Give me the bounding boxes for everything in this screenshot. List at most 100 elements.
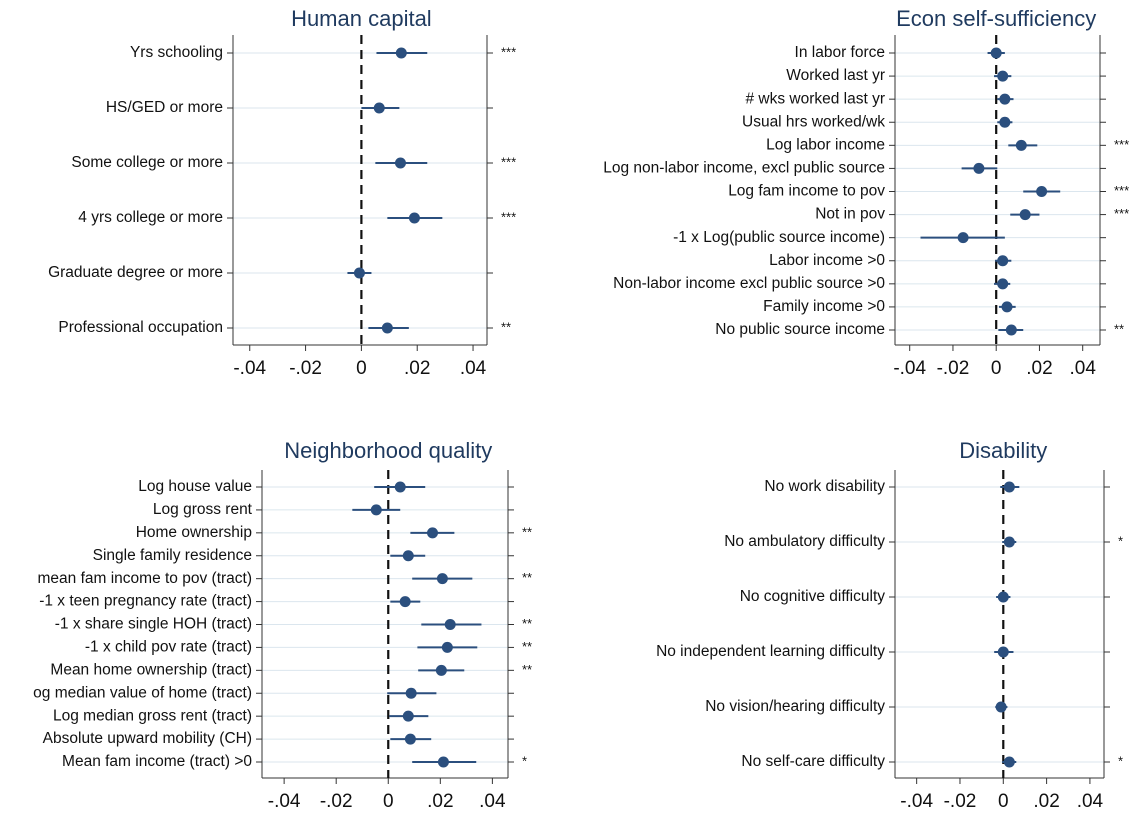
point-estimate [402,710,414,722]
category-label: Family income >0 [763,298,885,315]
point-estimate [999,93,1011,105]
point-estimate [997,591,1009,603]
category-label: Single family residence [93,547,252,564]
x-tick-label: .02 [427,791,453,812]
category-label: Labor income >0 [769,252,885,269]
point-estimate [995,701,1007,713]
point-estimate [957,232,969,244]
category-label: Some college or more [71,154,223,171]
category-label: HS/GED or more [106,99,223,116]
point-estimate [395,47,407,59]
point-estimate [1003,481,1015,493]
point-estimate [973,162,985,174]
category-label: No public source income [715,321,885,338]
category-label: No work disability [764,478,885,495]
x-tick-label: -.04 [233,358,266,379]
significance-stars: ** [1114,321,1124,336]
point-estimate [435,664,447,676]
point-estimate [381,322,393,334]
significance-stars: *** [501,154,516,169]
significance-stars: *** [1114,183,1129,198]
x-tick-label: .02 [1033,791,1059,812]
category-label: No vision/hearing difficulty [705,698,885,715]
significance-stars: *** [1114,137,1129,152]
point-estimate [1005,324,1017,336]
category-label: -1 x child pov rate (tract) [85,639,252,656]
significance-stars: * [1118,753,1123,768]
x-tick-label: .02 [404,358,430,379]
point-estimate [1019,209,1031,221]
category-label: Mean home ownership (tract) [50,661,252,678]
point-estimate [1036,186,1048,197]
category-label: og median value of home (tract) [33,684,252,701]
panel-title: Neighborhood quality [284,438,492,463]
point-estimate [394,481,406,493]
point-estimate [408,212,420,224]
category-label: Not in pov [815,206,885,223]
point-estimate [1003,536,1015,548]
point-estimate [370,504,382,516]
category-label: No self-care difficulty [741,753,885,770]
significance-stars: *** [1114,206,1129,221]
significance-stars: * [522,753,527,768]
category-label: Absolute upward mobility (CH) [43,730,252,747]
panel: Disability -.04 -.02 0 .02 .04 No work disabil… [656,438,1123,812]
point-estimate [399,596,411,608]
point-estimate [990,47,1002,59]
point-estimate [441,641,453,653]
category-label: Log house value [138,478,252,495]
significance-stars: ** [522,524,532,539]
point-estimate [404,733,416,745]
point-estimate [353,267,365,279]
x-tick-label: -.02 [320,791,353,812]
x-tick-label: 0 [998,791,1009,812]
x-tick-label: .04 [460,358,487,379]
point-estimate [997,278,1009,290]
panel-title: Disability [959,438,1047,463]
significance-stars: * [1118,533,1123,548]
category-label: Log fam income to pov [728,183,885,200]
point-estimate [999,116,1011,128]
x-tick-label: -.02 [944,791,977,812]
point-estimate [373,102,385,114]
x-tick-label: -.04 [893,358,926,379]
category-label: No cognitive difficulty [740,588,886,605]
x-tick-label: -.02 [289,358,322,379]
panel: Human capital -.04 -.02 0 .02 .04 Yrs schoolin… [48,6,516,379]
x-tick-label: .02 [1026,358,1052,379]
category-label: No independent learning difficulty [656,643,885,660]
category-label: Log median gross rent (tract) [53,707,252,724]
point-estimate [1001,301,1013,313]
x-tick-label: .04 [1069,358,1096,379]
category-label: -1 x Log(public source income) [673,229,885,246]
x-tick-label: -.04 [268,791,301,812]
x-tick-label: -.04 [900,791,933,812]
category-label: Usual hrs worked/wk [742,113,885,130]
category-label: mean fam income to pov (tract) [38,570,253,587]
category-label: Home ownership [136,524,252,541]
x-tick-label: -.02 [937,358,970,379]
point-estimate [402,550,414,562]
category-label: -1 x share single HOH (tract) [55,616,252,633]
point-estimate [997,255,1009,267]
category-label: 4 yrs college or more [78,209,223,226]
point-estimate [436,573,448,585]
x-tick-label: .04 [1077,791,1104,812]
x-tick-label: 0 [383,791,394,812]
category-label: Non-labor income excl public source >0 [613,275,885,292]
significance-stars: ** [522,570,532,585]
point-estimate [437,756,449,768]
significance-stars: *** [501,44,516,59]
point-estimate [444,619,456,630]
significance-stars: ** [522,616,532,631]
category-label: Professional occupation [58,319,223,336]
category-label: In labor force [795,44,885,61]
panel-title: Econ self-sufficiency [896,6,1096,31]
x-tick-label: 0 [991,358,1002,379]
point-estimate [997,70,1009,82]
point-estimate [1003,756,1015,768]
category-label: Mean fam income (tract) >0 [62,753,252,770]
category-label: Log non-labor income, excl public source [603,160,885,177]
panel: Econ self-sufficiency -.04 -.02 0 .02 .04 In l… [603,6,1129,379]
